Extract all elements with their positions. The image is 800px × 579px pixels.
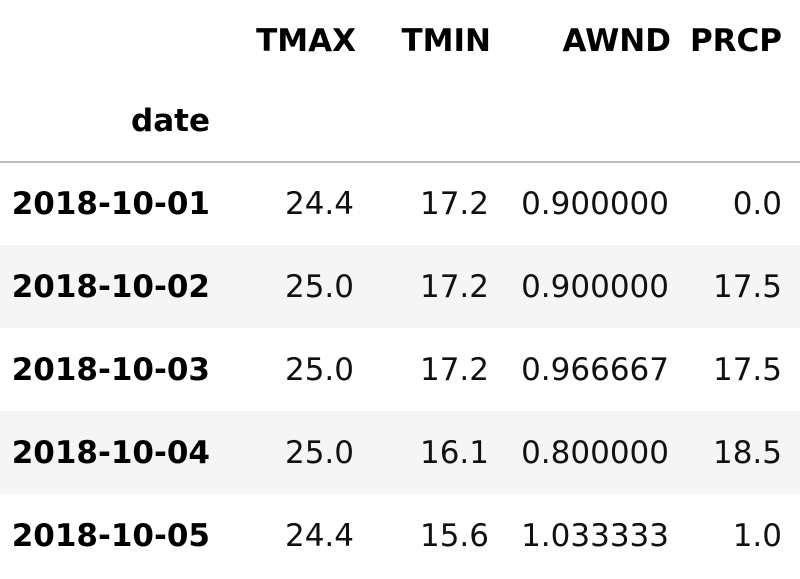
row-index-date: 2018-10-04: [11, 434, 210, 471]
table-row: 2018-10-02 25.0 17.2 0.900000 17.5: [0, 245, 800, 328]
column-header-awnd: AWND: [562, 23, 671, 59]
cell-prcp: 0.0: [732, 186, 782, 222]
row-index-date: 2018-10-05: [11, 517, 210, 554]
table-header: TMAX TMIN AWND PRCP date: [0, 0, 800, 163]
cell-awnd: 0.966667: [521, 351, 669, 388]
column-header-row: TMAX TMIN AWND PRCP: [0, 0, 800, 80]
index-name-filler: [491, 80, 671, 163]
cell-tmin: 16.1: [419, 434, 489, 471]
row-index-date: 2018-10-03: [11, 351, 210, 388]
cell-tmax: 25.0: [284, 434, 354, 471]
cell-awnd: 0.900000: [521, 186, 669, 222]
row-index-date: 2018-10-01: [11, 186, 210, 222]
cell-prcp: 18.5: [712, 434, 782, 471]
cell-tmax: 24.4: [284, 517, 354, 554]
cell-awnd: 1.033333: [521, 517, 669, 554]
index-name-filler: [671, 80, 800, 163]
cell-tmax: 25.0: [284, 351, 354, 388]
index-name-filler: [216, 80, 356, 163]
cell-tmin: 17.2: [419, 186, 489, 222]
cell-tmin: 15.6: [419, 517, 489, 554]
table-row: 2018-10-03 25.0 17.2 0.966667 17.5: [0, 328, 800, 411]
cell-tmin: 17.2: [419, 351, 489, 388]
cell-awnd: 0.900000: [521, 268, 669, 305]
index-name-filler: [356, 80, 491, 163]
cell-awnd: 0.800000: [521, 434, 669, 471]
column-header-prcp: PRCP: [689, 23, 782, 59]
cell-prcp: 17.5: [712, 351, 782, 388]
cell-prcp: 1.0: [732, 517, 782, 554]
index-corner-cell: [0, 0, 216, 80]
cell-prcp: 17.5: [712, 268, 782, 305]
column-header-tmin: TMIN: [401, 23, 491, 59]
table-row: 2018-10-04 25.0 16.1 0.800000 18.5: [0, 411, 800, 494]
column-header-tmax: TMAX: [256, 23, 356, 59]
cell-tmax: 25.0: [284, 268, 354, 305]
table-body: 2018-10-01 24.4 17.2 0.900000 0.0 2018-1…: [0, 162, 800, 577]
index-name-row: date: [0, 80, 800, 163]
table-row: 2018-10-05 24.4 15.6 1.033333 1.0: [0, 494, 800, 577]
row-index-date: 2018-10-02: [11, 268, 210, 305]
cell-tmin: 17.2: [419, 268, 489, 305]
index-name-label: date: [0, 80, 216, 163]
table-row: 2018-10-01 24.4 17.2 0.900000 0.0: [0, 162, 800, 245]
cell-tmax: 24.4: [284, 186, 354, 222]
